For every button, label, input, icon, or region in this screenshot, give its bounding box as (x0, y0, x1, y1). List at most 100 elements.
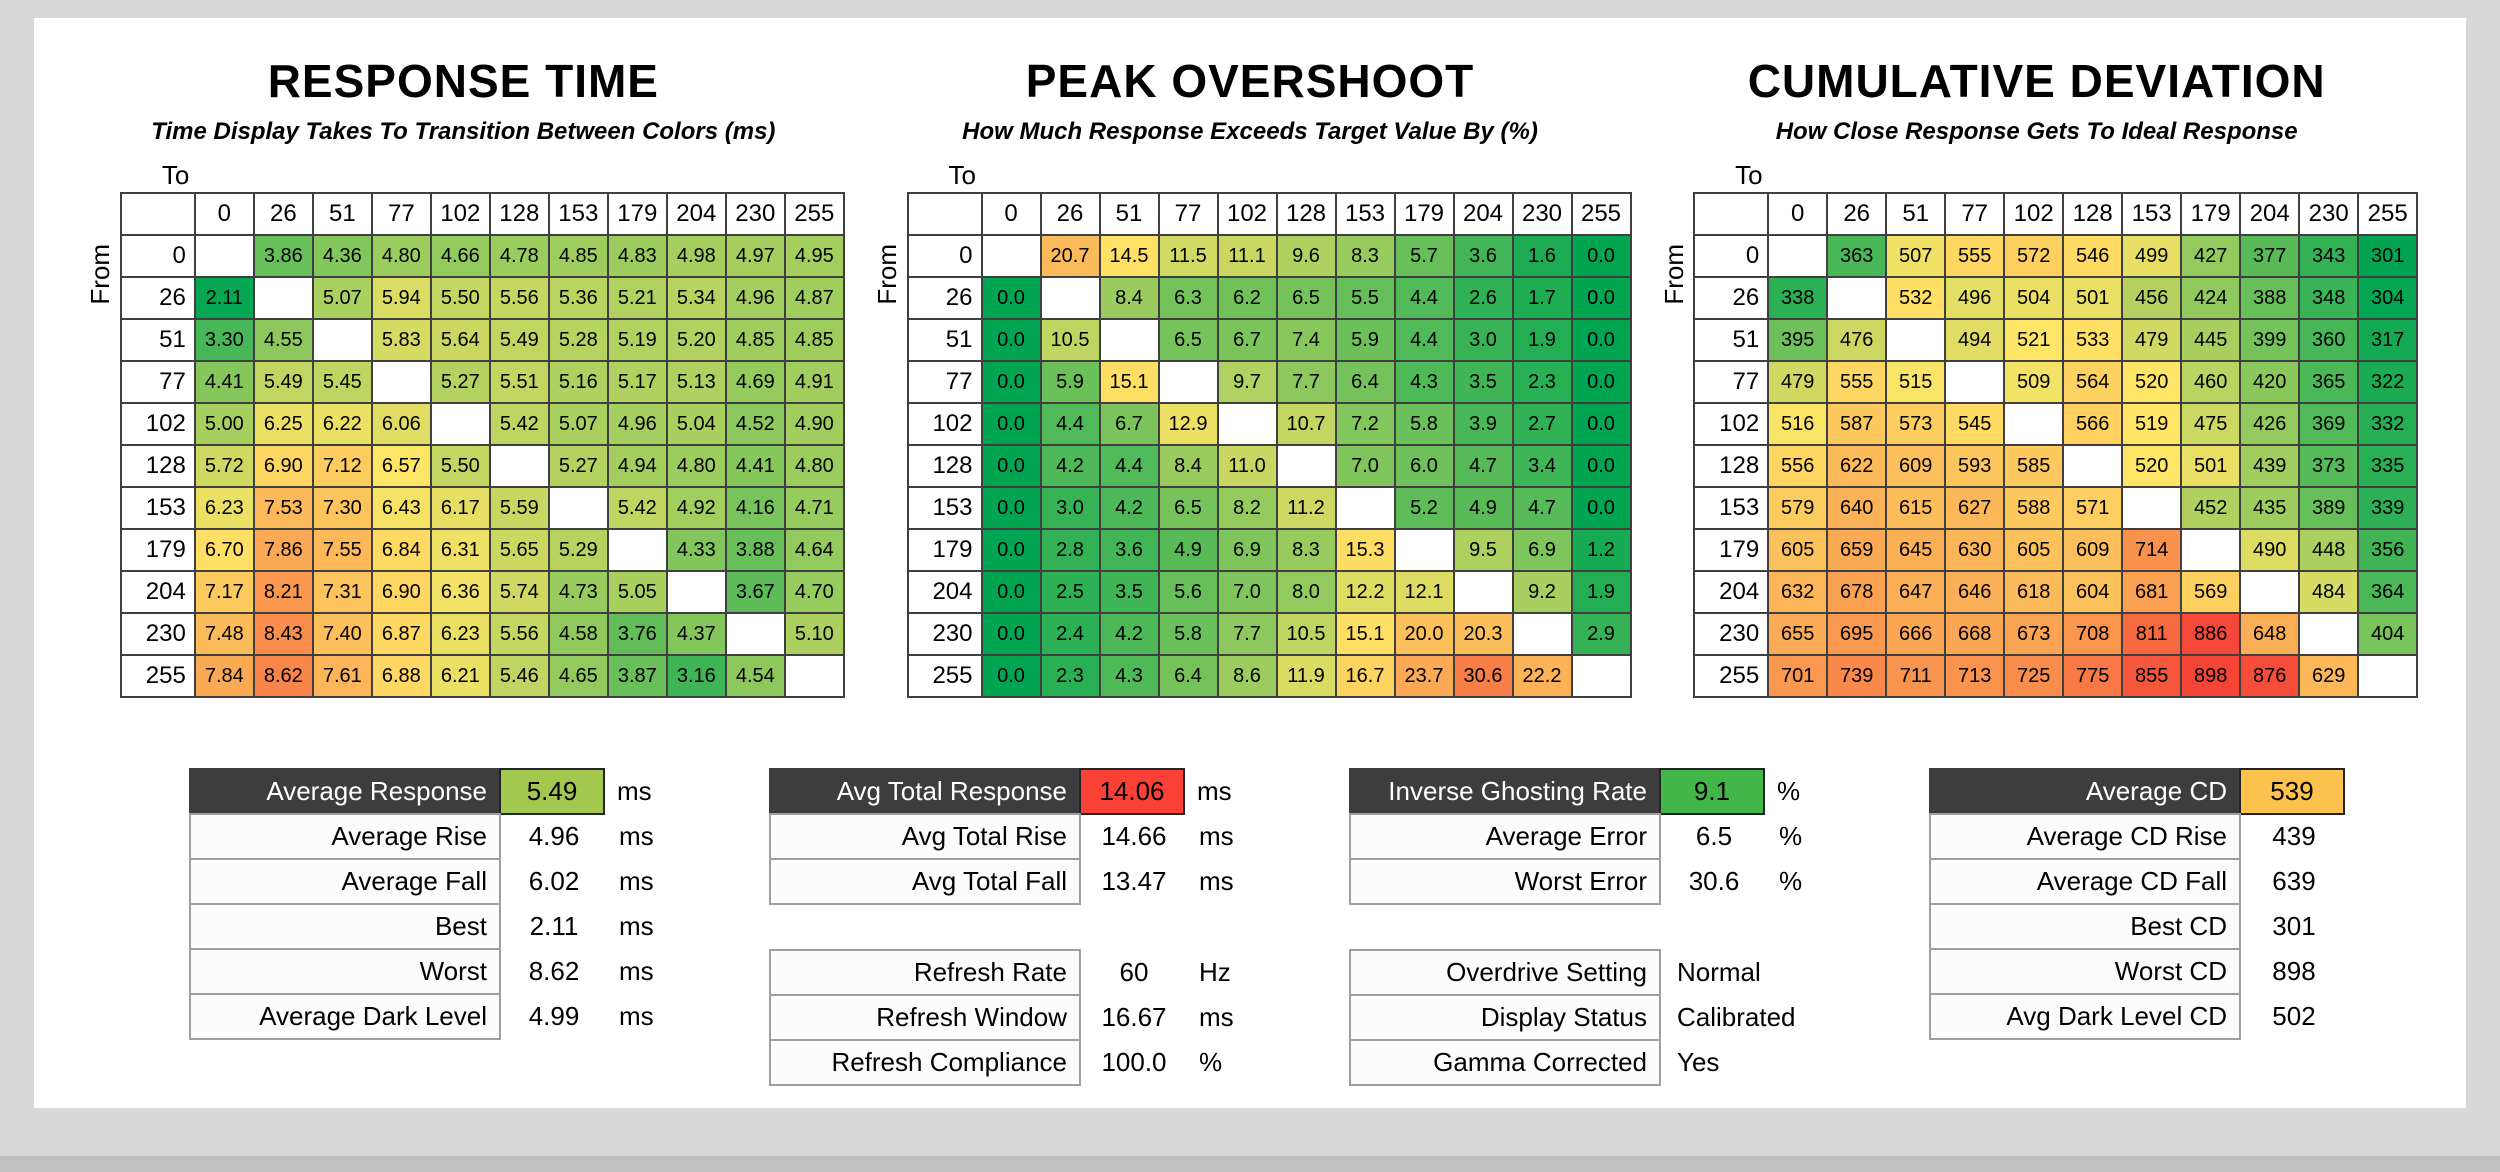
matrix-cell (252, 276, 314, 320)
matrix-cell: 5.2 (1393, 486, 1455, 530)
matrix-cell: 4.16 (724, 486, 786, 530)
matrix-cell: 12.1 (1393, 570, 1455, 614)
matrix-cell: 6.0 (1393, 444, 1455, 488)
matrix-cell: 1.2 (1570, 528, 1632, 572)
col-header: 128 (488, 192, 550, 236)
matrix-cell: 3.16 (665, 654, 727, 698)
matrix-cell: 6.43 (370, 486, 432, 530)
matrix-cell: 9.7 (1216, 360, 1278, 404)
summary-value: 13.47 (1101, 866, 1167, 896)
summary-label: Display Status (1349, 994, 1661, 1041)
matrix-cell: 4.83 (606, 234, 668, 278)
summary-label: Refresh Compliance (769, 1039, 1081, 1086)
row-header: 128 (906, 444, 983, 488)
matrix-cell: 5.46 (488, 654, 550, 698)
matrix-cell: 4.4 (1393, 276, 1455, 320)
matrix-cell: 7.30 (311, 486, 373, 530)
matrix-cell: 6.5 (1275, 276, 1337, 320)
matrix-cell: 666 (1885, 612, 1947, 656)
matrix-cell: 605 (1767, 528, 1829, 572)
matrix-cell: 4.3 (1393, 360, 1455, 404)
col-header: 255 (1570, 192, 1632, 236)
matrix-cell: 365 (2298, 360, 2360, 404)
matrix-cell (724, 612, 786, 656)
summary-label: Average Response (189, 768, 501, 815)
summary-label: Worst CD (1929, 948, 2241, 995)
matrix-cell: 714 (2121, 528, 2183, 572)
matrix-cell: 5.9 (1039, 360, 1101, 404)
matrix-cell: 22.2 (1511, 654, 1573, 698)
matrix-cell: 6.90 (252, 444, 314, 488)
matrix-cell: 0.0 (980, 654, 1042, 698)
subtitle-cumulative-deviation: How Close Response Gets To Ideal Respons… (1775, 118, 2298, 145)
matrix-cell (547, 486, 609, 530)
matrix-cell: 0.0 (980, 360, 1042, 404)
summary-value: 4.99 (528, 1001, 580, 1031)
col-header: 77 (1157, 192, 1219, 236)
summary-label: Average CD Rise (1929, 813, 2241, 860)
summary-row: Average Dark Level 4.99 ms (189, 993, 689, 1040)
matrix-cell: 389 (2298, 486, 2360, 530)
summary-label: Avg Total Fall (769, 858, 1081, 905)
matrix-cell (783, 654, 845, 698)
matrix-cell: 593 (1944, 444, 2006, 488)
matrix-cell: 7.0 (1216, 570, 1278, 614)
summary-unit: % (1779, 866, 1803, 896)
matrix-cell: 5.29 (547, 528, 609, 572)
matrix-cell: 16.7 (1334, 654, 1396, 698)
matrix-cell: 15.3 (1334, 528, 1396, 572)
matrix-cell: 4.92 (665, 486, 727, 530)
matrix-cell: 4.9 (1452, 486, 1514, 530)
summary-value: 6.02 (528, 866, 580, 896)
summary-row: Avg Dark Level CD 502 (1929, 993, 2347, 1040)
matrix-cell: 6.88 (370, 654, 432, 698)
matrix-cell: 5.27 (429, 360, 491, 404)
panel-peak-overshoot: PEAK OVERSHOOT How Much Response Exceeds… (857, 44, 1644, 698)
row-header: 102 (119, 402, 196, 446)
matrix-cell: 23.7 (1393, 654, 1455, 698)
matrix-cell: 5.64 (429, 318, 491, 362)
matrix-cell: 609 (2062, 528, 2124, 572)
matrix-cell: 5.27 (547, 444, 609, 488)
row-header: 26 (1693, 276, 1770, 320)
matrix-cell: 4.69 (724, 360, 786, 404)
matrix-cell: 739 (1826, 654, 1888, 698)
row-header: 77 (1693, 360, 1770, 404)
matrix-cell: 507 (1885, 234, 1947, 278)
row-header: 128 (119, 444, 196, 488)
summary-value: 6.5 (1695, 821, 1733, 851)
matrix-cell: 7.86 (252, 528, 314, 572)
matrix-cell: 1.7 (1511, 276, 1573, 320)
row-header: 153 (1693, 486, 1770, 530)
matrix-cell: 4.64 (783, 528, 845, 572)
matrix-cell: 3.5 (1098, 570, 1160, 614)
col-header: 77 (370, 192, 432, 236)
matrix-cell: 533 (2062, 318, 2124, 362)
matrix-cell: 5.5 (1334, 276, 1396, 320)
row-header: 51 (119, 318, 196, 362)
summary-unit: ms (1197, 776, 1232, 806)
summary-value: Calibrated (1677, 1002, 1796, 1032)
matrix-cell: 711 (1885, 654, 1947, 698)
matrix-cell: 4.9 (1157, 528, 1219, 572)
matrix-cell: 2.6 (1452, 276, 1514, 320)
matrix-cell: 4.85 (724, 318, 786, 362)
col-header: 255 (783, 192, 845, 236)
matrix-cell: 388 (2239, 276, 2301, 320)
matrix-cell: 7.4 (1275, 318, 1337, 362)
summary-unit: Hz (1199, 957, 1231, 987)
matrix-cell: 8.62 (252, 654, 314, 698)
matrix-cell: 304 (2357, 276, 2419, 320)
matrix-cell: 6.23 (193, 486, 255, 530)
matrix-cell: 898 (2180, 654, 2242, 698)
summary-label: Average CD Fall (1929, 858, 2241, 905)
row-header: 230 (906, 612, 983, 656)
matrix-cell: 509 (2003, 360, 2065, 404)
col-header: 153 (2121, 192, 2183, 236)
matrix-cell: 0.0 (980, 570, 1042, 614)
matrix-block-response-time: To From 0 26 51 77 102 128 153 179 204 230 255 0 3.8… (82, 160, 845, 698)
col-header: 255 (2357, 192, 2419, 236)
matrix-cell: 435 (2239, 486, 2301, 530)
matrix-cell: 6.36 (429, 570, 491, 614)
matrix-cell: 7.55 (311, 528, 373, 572)
